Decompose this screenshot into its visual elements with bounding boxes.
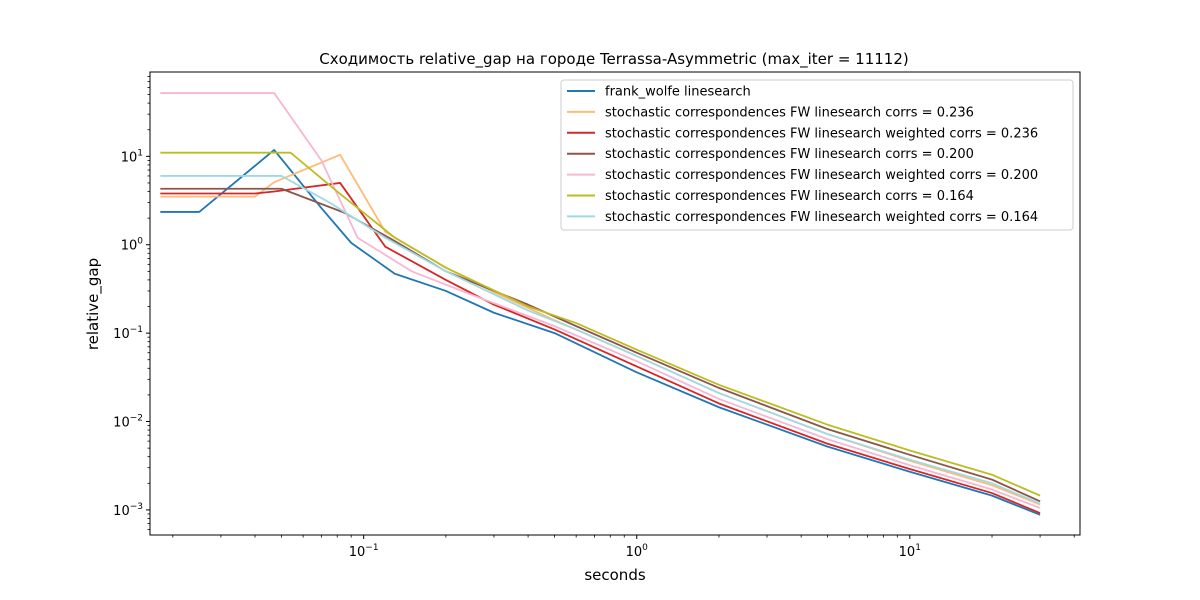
y-axis-ticks: 10−3 10−2 10−1 100 101 [113,148,150,519]
x-tick-label-0: 10−1 [349,543,379,560]
series-line-6 [160,175,1041,505]
legend: frank_wolfe linesearch stochastic corresp… [560,79,1074,231]
x-axis-label: seconds [584,566,645,584]
x-axis-ticks: 10−1 100 101 [349,535,921,560]
y-axis-label: relative_gap [84,258,103,350]
legend-label-2: stochastic correspondences FW linesearch… [605,126,1038,141]
y-tick-label-2: 10−1 [113,325,143,342]
legend-label-4: stochastic correspondences FW linesearch… [605,168,1038,183]
x-tick-label-1: 100 [626,543,649,560]
series-lines [160,92,1041,516]
plot-area: 10−1 100 101 10−3 10−2 10−1 100 101 [113,71,1081,560]
x-tick-label-2: 101 [899,543,921,560]
series-line-5 [160,151,1041,497]
y-tick-label-3: 100 [121,237,144,254]
legend-label-1: stochastic correspondences FW linesearch… [605,105,974,120]
legend-label-6: stochastic correspondences FW linesearch… [605,210,1038,225]
y-tick-label-0: 10−3 [113,502,143,519]
y-tick-label-1: 10−2 [113,414,143,431]
minor-ticks [147,76,1075,538]
legend-label-0: frank_wolfe linesearch [605,85,751,100]
legend-label-5: stochastic correspondences FW linesearch… [605,189,974,204]
legend-label-3: stochastic correspondences FW linesearch… [605,147,974,162]
chart-title: Сходимость relative_gap на городе Terras… [319,50,909,69]
legend-box [560,79,1074,231]
series-line-0 [160,149,1041,516]
y-tick-label-4: 101 [121,148,143,165]
series-line-4 [160,92,1041,509]
plot-frame [149,71,1081,536]
